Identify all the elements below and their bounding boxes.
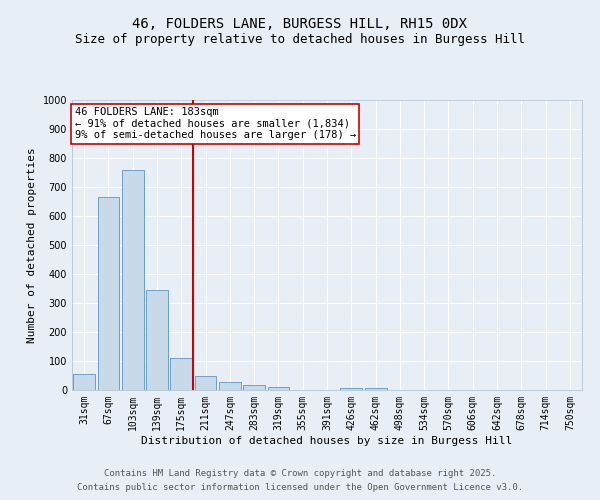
- X-axis label: Distribution of detached houses by size in Burgess Hill: Distribution of detached houses by size …: [142, 436, 512, 446]
- Bar: [146, 290, 168, 390]
- Bar: [340, 388, 362, 390]
- Bar: [268, 387, 289, 390]
- Bar: [365, 388, 386, 390]
- Bar: [73, 374, 95, 390]
- Y-axis label: Number of detached properties: Number of detached properties: [27, 147, 37, 343]
- Text: Contains public sector information licensed under the Open Government Licence v3: Contains public sector information licen…: [77, 484, 523, 492]
- Bar: [122, 170, 143, 390]
- Bar: [243, 385, 265, 390]
- Text: Contains HM Land Registry data © Crown copyright and database right 2025.: Contains HM Land Registry data © Crown c…: [104, 468, 496, 477]
- Text: 46 FOLDERS LANE: 183sqm
← 91% of detached houses are smaller (1,834)
9% of semi-: 46 FOLDERS LANE: 183sqm ← 91% of detache…: [74, 108, 356, 140]
- Text: 46, FOLDERS LANE, BURGESS HILL, RH15 0DX: 46, FOLDERS LANE, BURGESS HILL, RH15 0DX: [133, 18, 467, 32]
- Bar: [170, 358, 192, 390]
- Bar: [194, 376, 217, 390]
- Bar: [219, 382, 241, 390]
- Bar: [97, 197, 119, 390]
- Text: Size of property relative to detached houses in Burgess Hill: Size of property relative to detached ho…: [75, 32, 525, 46]
